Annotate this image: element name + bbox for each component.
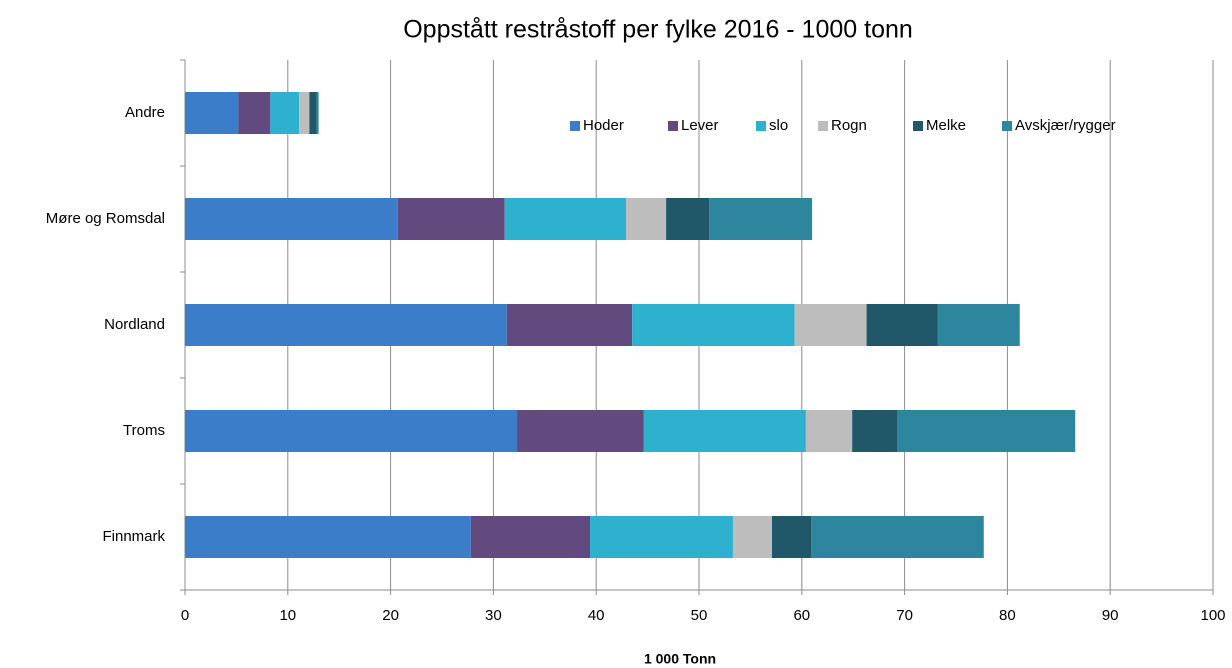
bar-segment	[504, 198, 627, 240]
legend-label: Hoder	[583, 117, 624, 134]
bar-segment	[470, 516, 591, 558]
bar-segment	[732, 516, 772, 558]
x-tick-label: 100	[1200, 607, 1225, 624]
bar-segment	[626, 198, 667, 240]
x-tick-label: 0	[181, 607, 189, 624]
bar-segment	[238, 92, 271, 134]
x-axis-label: 1 000 Tonn	[644, 651, 716, 667]
bar-segment	[185, 516, 471, 558]
bar-segment	[299, 92, 310, 134]
y-tick-label: Troms	[123, 422, 165, 439]
bar-segment	[506, 304, 633, 346]
bar-segment	[270, 92, 300, 134]
x-tick-label: 30	[485, 607, 502, 624]
y-tick-label: Finnmark	[102, 528, 165, 545]
y-tick-label: Møre og Romsdal	[46, 210, 165, 227]
bar-segment	[897, 410, 1076, 452]
legend-label: slo	[769, 117, 788, 134]
legend-swatch	[818, 121, 828, 131]
bar-segment	[771, 516, 812, 558]
legend-label: Lever	[681, 117, 719, 134]
bar-segment	[185, 198, 398, 240]
bar-segment	[185, 410, 518, 452]
chart-title: Oppstått restråstoff per fylke 2016 - 10…	[403, 16, 913, 44]
legend-swatch	[1002, 121, 1012, 131]
legend-swatch	[756, 121, 766, 131]
bar-segment	[185, 92, 239, 134]
bar-segment	[811, 516, 984, 558]
legend-label: Melke	[926, 117, 966, 134]
bar-segment	[316, 92, 319, 134]
legend-swatch	[668, 121, 678, 131]
legend-swatch	[913, 121, 923, 131]
x-tick-label: 10	[279, 607, 296, 624]
bar-segment	[666, 198, 710, 240]
legend-label: Rogn	[831, 117, 867, 134]
bar-segment	[709, 198, 813, 240]
bar-segment	[517, 410, 644, 452]
bar-segment	[937, 304, 1020, 346]
bar-segment	[794, 304, 867, 346]
x-tick-label: 60	[793, 607, 810, 624]
legend-label: Avskjær/rygger	[1015, 117, 1116, 134]
x-tick-label: 80	[999, 607, 1016, 624]
bar-segment	[309, 92, 317, 134]
bar-segment	[632, 304, 795, 346]
bar-segment	[643, 410, 806, 452]
x-tick-label: 20	[382, 607, 399, 624]
bar-segment	[185, 304, 507, 346]
bar-segment	[590, 516, 733, 558]
bar-segment	[866, 304, 938, 346]
x-tick-label: 50	[691, 607, 708, 624]
bar-segment	[805, 410, 853, 452]
bar-segment	[852, 410, 898, 452]
y-tick-label: Andre	[125, 104, 165, 121]
legend-swatch	[570, 121, 580, 131]
x-tick-label: 90	[1102, 607, 1119, 624]
y-tick-label: Nordland	[104, 316, 165, 333]
bar-segment	[397, 198, 505, 240]
x-tick-label: 70	[896, 607, 913, 624]
x-tick-label: 40	[588, 607, 605, 624]
